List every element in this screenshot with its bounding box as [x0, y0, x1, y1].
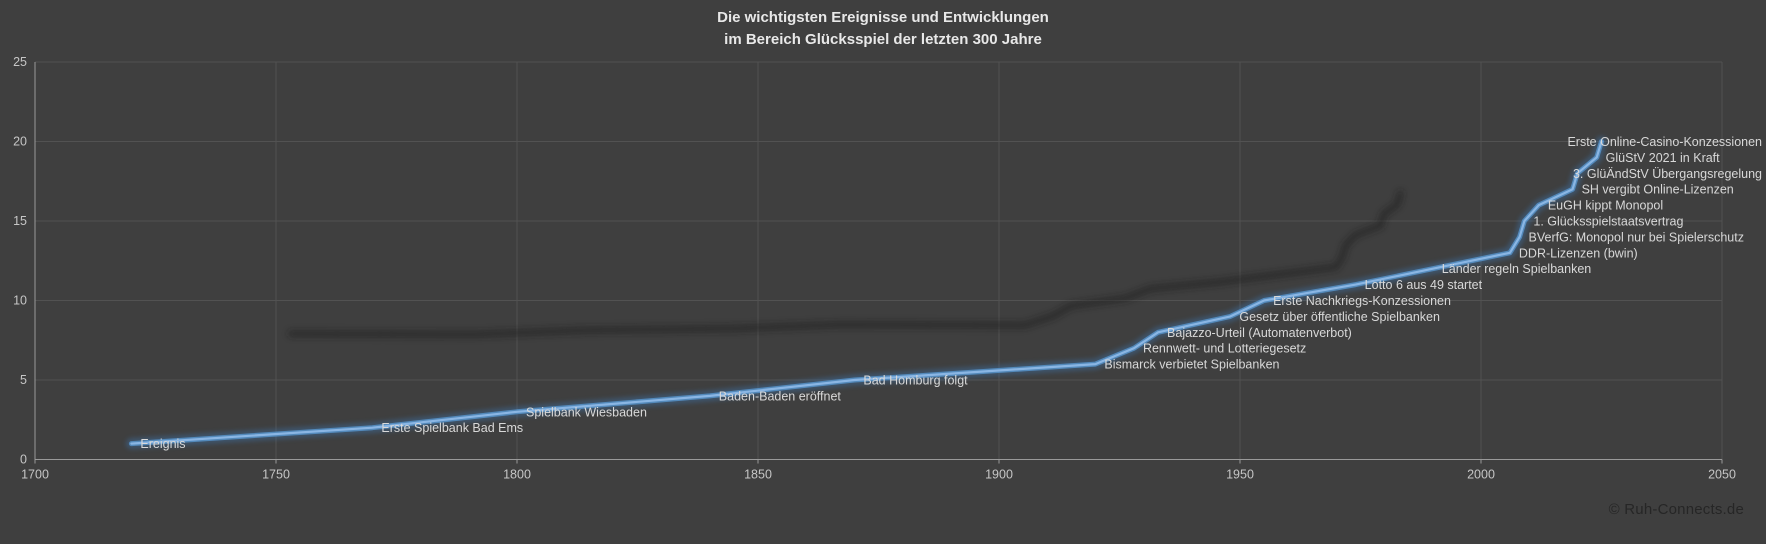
copyright-text: © Ruh-Connects.de: [1608, 501, 1744, 518]
x-tick-label: 1850: [744, 468, 772, 482]
event-line-glow: [125, 136, 1607, 450]
x-tick-label: 2050: [1708, 468, 1736, 482]
event-label: BVerfG: Monopol nur bei Spielerschutz: [1529, 230, 1744, 244]
x-tick-label: 1950: [1226, 468, 1254, 482]
x-tick-label: 1900: [985, 468, 1013, 482]
event-label: Lotto 6 aus 49 startet: [1365, 278, 1483, 292]
line-perspective-shadow: [288, 190, 1404, 338]
event-label: Baden-Baden eröffnet: [719, 389, 842, 403]
event-label: Erste Spielbank Bad Ems: [381, 421, 523, 435]
event-label: 1. Glücksspielstaatsvertrag: [1533, 215, 1683, 229]
x-tick-label: 2000: [1467, 468, 1495, 482]
event-label: Spielbank Wiesbaden: [526, 405, 647, 419]
event-label: Erste Online-Casino-Konzessionen: [1567, 135, 1762, 149]
y-tick-label: 10: [13, 294, 27, 308]
event-label: Erste Nachkriegs-Konzessionen: [1273, 294, 1451, 308]
event-label: Bismarck verbietet Spielbanken: [1104, 358, 1279, 372]
event-label: Ereignis: [140, 437, 185, 451]
y-tick-label: 20: [13, 135, 27, 149]
event-label: DDR-Lizenzen (bwin): [1519, 246, 1638, 260]
event-label: Bad Homburg folgt: [863, 374, 968, 388]
event-label: 3. GlüÄndStV Übergangsregelung: [1573, 167, 1762, 181]
y-tick-label: 15: [13, 214, 27, 228]
event-label: Länder regeln Spielbanken: [1442, 262, 1591, 276]
x-tick-label: 1800: [503, 468, 531, 482]
event-label: EuGH kippt Monopol: [1548, 199, 1663, 213]
event-label: Rennwett- und Lotteriegesetz: [1143, 342, 1306, 356]
x-tick-label: 1700: [21, 468, 49, 482]
y-tick-label: 5: [20, 373, 27, 387]
event-line-halo: [128, 139, 1604, 447]
y-tick-label: 25: [13, 55, 27, 69]
event-line: [130, 140, 1603, 445]
y-tick-label: 0: [20, 453, 27, 467]
event-label: GlüStV 2021 in Kraft: [1606, 151, 1720, 165]
x-tick-label: 1750: [262, 468, 290, 482]
event-label: Gesetz über öffentliche Spielbanken: [1239, 310, 1440, 324]
event-label: SH vergibt Online-Lizenzen: [1582, 183, 1734, 197]
event-label: Bajazzo-Urteil (Automatenverbot): [1167, 326, 1352, 340]
